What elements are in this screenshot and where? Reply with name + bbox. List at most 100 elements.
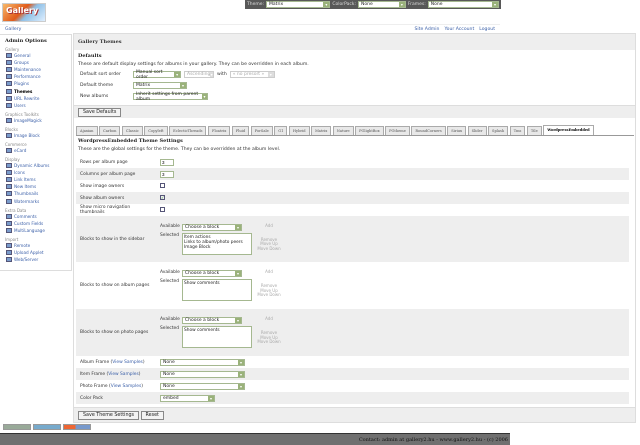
sidebar-item-link-items[interactable]: Link Items [5,176,66,183]
tab-fluid[interactable]: Fluid [231,126,250,135]
album-remove-button[interactable]: Remove [260,283,278,288]
photo-frame-select[interactable]: None ▾ [160,382,245,390]
default-theme-select[interactable]: Matrix ▾ [133,82,187,89]
sidebar-remove-button[interactable]: Remove [260,236,278,242]
sidebar-item-maintenance[interactable]: Maintenance [5,66,66,73]
sidebar-item-general[interactable]: General [5,52,66,59]
sidebar-item-url-rewrite[interactable]: URL Rewrite [5,95,66,102]
album-frame-view-samples-link[interactable]: View Samples [112,359,143,365]
selected-block-item[interactable]: Item actions [184,234,211,240]
tab-carbon[interactable]: Carbon [99,126,121,135]
tab-siriux[interactable]: Siriux [447,126,467,135]
tab-matrix[interactable]: Matrix [311,126,332,135]
sidebar-move-up-button[interactable]: Move Up [260,241,278,246]
tab-g1[interactable]: G1 [274,126,288,135]
sidebar-add-button[interactable]: Add [265,222,273,228]
tab-tile[interactable]: Tile [526,126,542,135]
tab-tms[interactable]: Tms [509,126,526,135]
tab-forsale[interactable]: ForSale [250,126,273,135]
tab-slider[interactable]: Slider [467,126,487,135]
tab-nature[interactable]: Nature [332,126,354,135]
sidebar-item-users[interactable]: Users [5,102,66,109]
theme-select[interactable]: Matrix ▾ [266,1,331,8]
tab-wordpressembedded[interactable]: WordpressEmbedded [543,125,594,135]
sidebar-item-themes[interactable]: Themes [5,87,66,94]
tab-splash[interactable]: Splash [488,126,509,135]
selected-block-item[interactable]: Image Block [184,244,211,250]
selected-block-item[interactable]: Links to album/photo peers [184,239,243,245]
sidebar-item-new-items[interactable]: New Items [5,183,66,190]
sidebar-item-ecard[interactable]: eCard [5,147,66,154]
sidebar-item-upload-applet[interactable]: Upload Applet [5,249,66,256]
site-admin-link[interactable]: Site Admin [414,27,440,32]
selected-block-item[interactable]: Show comments [184,328,220,333]
photo-frame-view-samples-link[interactable]: View Samples [110,383,142,389]
sidebar-item-thumbnails[interactable]: Thumbnails [5,190,66,197]
save-defaults-button[interactable]: Save Defaults [78,108,122,117]
columns-per-page-input[interactable] [160,170,174,178]
colorpack-select[interactable]: None ▾ [357,1,406,8]
album-add-button[interactable]: Add [265,269,273,274]
sidebar-item-remote[interactable]: Remote [5,242,66,249]
sidebar-item-web-server[interactable]: Web/Server [5,256,66,263]
sidebar-item-performance[interactable]: Performance [5,73,66,80]
sidebar-item-comments[interactable]: Comments [5,213,66,220]
logout-link[interactable]: Logout [479,27,495,32]
sort-direction-select[interactable]: Ascending ▾ [184,71,214,78]
sidebar-available-block-select[interactable]: Choose a block ▾ [182,223,242,231]
frames-select[interactable]: None ▾ [427,1,499,8]
sort-order-select[interactable]: Manual sort order ▾ [133,70,181,80]
show-album-owners-checkbox[interactable]: ✓ [160,195,165,200]
sidebar-selected-blocks-list[interactable]: Item actions Links to album/photo peers Im… [182,232,252,255]
item-frame-select[interactable]: None ▾ [160,370,245,378]
default-theme-value: Matrix [136,83,151,88]
photo-remove-button[interactable]: Remove [260,330,278,335]
tab-floatrix[interactable]: Floatrix [207,126,231,135]
show-image-owners-checkbox[interactable] [160,182,165,188]
tab-ajaxian[interactable]: Ajaxian [76,126,98,135]
album-frame-select[interactable]: None ▾ [160,358,245,366]
new-albums-select[interactable]: Inherit settings from parent album ▾ [133,92,208,102]
reset-button[interactable]: Reset [140,411,164,420]
color-pack-select[interactable]: embed ▾ [160,394,215,402]
selected-block-item[interactable]: Show comments [184,281,220,286]
photo-available-block-select[interactable]: Choose a block ▾ [182,317,242,324]
sidebar-item-custom-fields[interactable]: Custom Fields [5,220,66,227]
sidebar-item-label: Users [14,102,26,108]
tab-hybrid[interactable]: Hybrid [288,126,310,135]
save-theme-settings-button[interactable]: Save Theme Settings [78,411,140,420]
sidebar-move-down-button[interactable]: Move Down [257,245,281,251]
sidebar-item-image-block[interactable]: Image Block [5,132,66,139]
item-frame-view-samples-link[interactable]: View Samples [108,371,139,377]
your-account-link[interactable]: Your Account [444,27,475,32]
album-selected-blocks-list[interactable]: Show comments [182,279,252,301]
sidebar-item-plugins[interactable]: Plugins [5,80,66,87]
w3c-badge-icon[interactable] [3,424,31,430]
album-available-block-select[interactable]: Choose a block ▾ [182,270,242,277]
album-move-down-button[interactable]: Move Down [257,292,281,297]
sidebar-item-multilanguage[interactable]: MultiLanguage [5,227,66,234]
album-move-up-button[interactable]: Move Up [260,287,278,293]
photo-selected-blocks-list[interactable]: Show comments [182,326,252,348]
tab-roundcorners[interactable]: RoundCorners [411,126,446,135]
rows-per-page-input[interactable] [160,158,174,166]
gallery-badge-icon[interactable] [33,424,61,430]
tab-pgtheme[interactable]: PGtheme [385,126,410,135]
tab-copyleft[interactable]: Copyleft [144,126,168,135]
show-micro-thumbnails-checkbox[interactable] [160,206,165,212]
sidebar-item-watermarks[interactable]: Watermarks [5,198,66,205]
photo-move-up-button[interactable]: Move Up [260,334,278,340]
photo-move-down-button[interactable]: Move Down [257,339,281,344]
gallery2-badge-icon[interactable] [63,424,91,430]
presort-select[interactable]: « no presort » ▾ [229,71,275,78]
gallery-logo[interactable]: Gallery [2,3,46,22]
photo-add-button[interactable]: Add [265,316,273,321]
tab-pglightbox[interactable]: PGlightBox [355,126,384,135]
tab-eclecticthreads[interactable]: EclecticThreads [169,126,207,135]
tab-classic[interactable]: Classic [121,126,143,135]
sidebar-item-imagemagick[interactable]: ImageMagick [5,117,66,124]
sidebar-item-dynamic-albums[interactable]: Dynamic Albums [5,162,66,169]
sidebar-item-icons[interactable]: Icons [5,169,66,176]
sidebar-item-groups[interactable]: Groups [5,59,66,66]
breadcrumb-gallery[interactable]: Gallery [5,27,22,32]
